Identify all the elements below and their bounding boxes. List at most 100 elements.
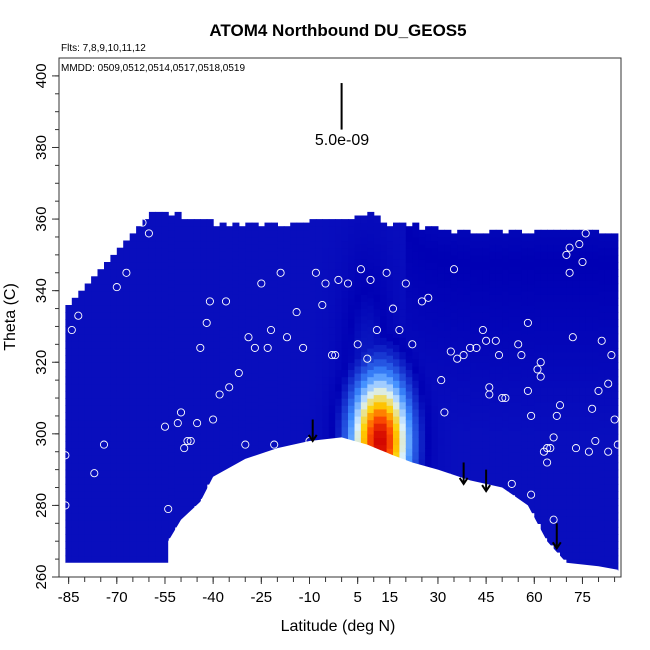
heatmap-cell [534, 430, 542, 438]
heatmap-cell [174, 326, 182, 335]
heatmap-cell [425, 305, 433, 313]
heatmap-cell [457, 315, 465, 324]
heatmap-cell [405, 226, 413, 234]
heatmap-cell [129, 383, 137, 392]
heatmap-cell [245, 394, 253, 403]
heatmap-cell [245, 387, 253, 396]
heatmap-cell [457, 258, 465, 267]
heatmap-cell [303, 337, 311, 345]
heatmap-cell [322, 398, 330, 406]
heatmap-cell [226, 390, 233, 399]
heatmap-cell [168, 265, 176, 274]
heatmap-cell [71, 383, 79, 392]
heatmap-cell [348, 290, 355, 299]
heatmap-cell [611, 312, 619, 320]
heatmap-cell [489, 358, 497, 367]
heatmap-cell [540, 315, 548, 324]
heatmap-cell [604, 269, 612, 277]
heatmap-cell [341, 369, 349, 378]
heatmap-cell [476, 383, 484, 392]
heatmap-cell [457, 394, 465, 403]
heatmap-cell [527, 491, 535, 499]
heatmap-cell [116, 276, 124, 285]
heatmap-cell [444, 279, 452, 288]
arrow-head [307, 434, 318, 443]
heatmap-cell [470, 462, 478, 471]
heatmap-cell [251, 351, 259, 360]
heatmap-cell [84, 369, 92, 378]
heatmap-cell [136, 312, 144, 320]
heatmap-cell [155, 555, 163, 564]
heatmap-cell [418, 387, 426, 396]
heatmap-cell [399, 287, 407, 295]
heatmap-cell [84, 426, 92, 435]
heatmap-cell [148, 483, 156, 492]
heatmap-cell [136, 448, 144, 456]
heatmap-cell [598, 326, 606, 335]
heatmap-cell [399, 408, 407, 417]
heatmap-cell [155, 283, 163, 292]
heatmap-cell [148, 548, 156, 557]
heatmap-cell [553, 451, 561, 460]
heatmap-cell [598, 462, 606, 471]
heatmap-cell [592, 487, 600, 496]
heatmap-cell [604, 305, 612, 313]
heatmap-cell [412, 222, 420, 231]
heatmap-cell [515, 458, 522, 467]
heatmap-cell [386, 426, 394, 435]
heatmap-cell [309, 326, 317, 335]
heatmap-cell [97, 541, 105, 549]
heatmap-cell [148, 312, 156, 320]
heatmap-cell [560, 430, 567, 438]
heatmap-cell [521, 412, 529, 421]
heatmap-cell [251, 415, 259, 424]
heatmap-cell [238, 455, 246, 464]
heatmap-cell [110, 312, 118, 320]
heatmap-cell [534, 423, 542, 431]
heatmap-cell [283, 433, 291, 442]
heatmap-cell [303, 251, 311, 260]
heatmap-cell [592, 358, 600, 367]
heatmap-cell [168, 308, 176, 317]
heatmap-cell [277, 390, 285, 399]
heatmap-cell [168, 387, 176, 396]
flight-point [536, 372, 545, 381]
heatmap-cell [97, 376, 105, 385]
heatmap-cell [213, 283, 221, 292]
heatmap-cell [71, 426, 79, 435]
heatmap-cell [200, 355, 208, 363]
heatmap-cell [84, 534, 92, 542]
heatmap-cell [104, 462, 111, 471]
heatmap-cell [181, 419, 188, 428]
heatmap-cell [187, 333, 195, 342]
heatmap-cell [258, 448, 266, 456]
heatmap-cell [271, 408, 278, 417]
heatmap-cell [161, 312, 169, 320]
heatmap-cell [148, 526, 156, 535]
heatmap-cell [367, 240, 375, 249]
heatmap-cell [123, 519, 131, 528]
heatmap-cell [579, 423, 587, 431]
heatmap-cell [309, 412, 317, 421]
heatmap-cell [572, 265, 580, 274]
heatmap-cell [560, 244, 567, 252]
heatmap-cell [553, 423, 561, 431]
heatmap-cell [437, 308, 445, 317]
heatmap-cell [431, 233, 439, 242]
heatmap-cell [129, 441, 137, 449]
heatmap-cell [470, 426, 478, 435]
heatmap-cell [399, 301, 407, 310]
heatmap-cell [437, 351, 445, 360]
heatmap-cell [527, 362, 535, 370]
heatmap-cell [437, 330, 445, 338]
heatmap-cell [232, 430, 240, 438]
heatmap-cell [393, 430, 400, 438]
heatmap-cell [495, 458, 503, 467]
heatmap-cell [155, 412, 163, 421]
heatmap-cell [585, 365, 593, 374]
heatmap-cell [213, 319, 221, 328]
heatmap-cell [373, 380, 381, 388]
flight-point [446, 347, 455, 356]
heatmap-cell [502, 433, 510, 442]
heatmap-cell [399, 437, 407, 446]
